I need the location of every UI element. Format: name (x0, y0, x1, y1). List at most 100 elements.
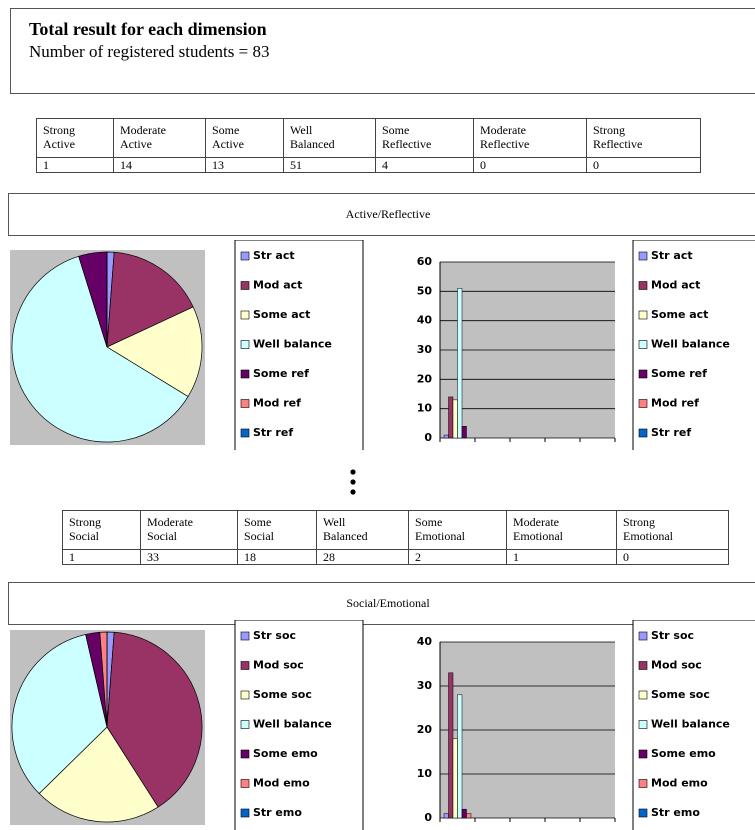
column-header-text: Moderate Active (120, 123, 166, 151)
value-cell: 4 (375, 157, 474, 173)
table: Strong Active Moderate Active Some Active W… (36, 118, 701, 173)
column-header-text: Moderate Emotional (513, 515, 563, 543)
legend-label: Mod ref (253, 397, 301, 410)
column-header: Well Balanced (283, 118, 376, 158)
legend-label: Str ref (651, 426, 691, 439)
legend-swatch (240, 310, 250, 320)
value-cell: 1 (36, 157, 114, 173)
legend-label: Str act (253, 249, 295, 262)
column-header: Well Balanced (316, 510, 409, 550)
legend-label: Mod soc (253, 659, 304, 672)
legend-swatch (638, 720, 648, 729)
value-row: 1 33 18 28 2 1 0 (62, 549, 729, 565)
legend-swatch (638, 399, 648, 408)
legend-swatch (638, 779, 648, 788)
value-cell: 51 (283, 157, 376, 173)
y-tick-label: 20 (417, 372, 433, 385)
value-cell: 2 (408, 549, 507, 565)
legend-label: Mod act (651, 279, 700, 292)
column-header-text: Strong Active (43, 123, 76, 151)
pie-slice (38, 726, 159, 823)
y-tick-label: 0 (424, 811, 432, 824)
bar (457, 694, 463, 819)
legend-label: Some ref (651, 367, 707, 380)
legend-swatch (638, 749, 648, 759)
legend-swatch (638, 340, 648, 349)
column-header-text: Some Emotional (415, 515, 465, 543)
bar (443, 813, 449, 819)
legend-swatch (240, 251, 250, 261)
column-header: Moderate Active (113, 118, 206, 158)
legend-label: Str emo (651, 806, 700, 819)
column-header-text: Moderate Social (147, 515, 193, 543)
charts: Str soc Mod soc Some soc Well balance Some e… (10, 620, 755, 830)
column-header-text: Some Active (212, 123, 244, 151)
legend-swatch (638, 808, 648, 818)
legend-label: Some act (651, 308, 708, 321)
legend-swatch (638, 631, 648, 641)
column-header: Strong Social (62, 510, 141, 550)
column-header-text: Some Reflective (382, 123, 432, 151)
column-header: Some Active (205, 118, 284, 158)
value-cell: 18 (237, 549, 317, 565)
column-header-text: Strong Emotional (623, 515, 673, 543)
value-cell: 0 (586, 157, 701, 173)
title: Total result for each dimension (29, 19, 267, 39)
column-header: Strong Emotional (616, 510, 729, 550)
legend-label: Well balance (253, 338, 332, 351)
legend-swatch (240, 281, 250, 290)
y-tick-label: 50 (417, 284, 433, 297)
legend-swatch (638, 251, 648, 261)
bar (452, 738, 458, 819)
legend-label: Str ref (253, 426, 293, 439)
y-tick-label: 30 (417, 679, 433, 692)
subtitle: Number of registered students = 83 (29, 42, 270, 61)
legend-label: Mod emo (651, 777, 708, 790)
legend-label: Some emo (253, 747, 318, 760)
legend-label: Some ref (253, 367, 309, 380)
ellipsis (350, 469, 356, 495)
column-header-text: Strong Social (69, 515, 102, 543)
legend-label: Mod act (253, 279, 302, 292)
legend-label: Some act (253, 308, 310, 321)
bar (452, 399, 458, 439)
section-label: Social/Emotional (8, 582, 755, 625)
y-tick-label: 20 (417, 723, 433, 736)
value-cell: 28 (316, 549, 409, 565)
column-header: Moderate Reflective (473, 118, 587, 158)
value-cell: 13 (205, 157, 284, 173)
bar (448, 396, 454, 439)
bar (443, 434, 449, 439)
legend-label: Mod ref (651, 397, 699, 410)
legend-label: Str soc (651, 629, 694, 642)
pie-slice (106, 306, 203, 398)
value-row: 1 14 13 51 4 0 0 (36, 157, 701, 173)
bar (457, 288, 463, 439)
value-cell: 1 (506, 549, 617, 565)
y-tick-label: 10 (417, 402, 433, 415)
legend-swatch (638, 369, 648, 379)
column-header: Moderate Social (140, 510, 238, 550)
column-header: Strong Active (36, 118, 114, 158)
header: Total result for each dimension Number o… (10, 8, 755, 94)
legend-swatch (638, 690, 648, 700)
legend-label: Some emo (651, 747, 716, 760)
legend-swatch (240, 749, 250, 759)
bar-legend (632, 620, 755, 830)
y-tick-label: 60 (417, 255, 433, 268)
legend-swatch (240, 399, 250, 408)
value-cell: 1 (62, 549, 141, 565)
legend-swatch (240, 369, 250, 379)
pie-slice (106, 251, 194, 348)
section-label: Active/Reflective (8, 193, 755, 236)
legend-label: Mod soc (651, 659, 702, 672)
legend-label: Str act (651, 249, 693, 262)
column-header-text: Well Balanced (323, 515, 368, 543)
legend-label: Mod emo (253, 777, 310, 790)
legend-label: Some soc (253, 688, 312, 701)
pie-slice (11, 255, 189, 443)
pie-slice (106, 631, 203, 808)
legend-label: Str soc (253, 629, 296, 642)
y-tick-label: 40 (417, 314, 433, 327)
